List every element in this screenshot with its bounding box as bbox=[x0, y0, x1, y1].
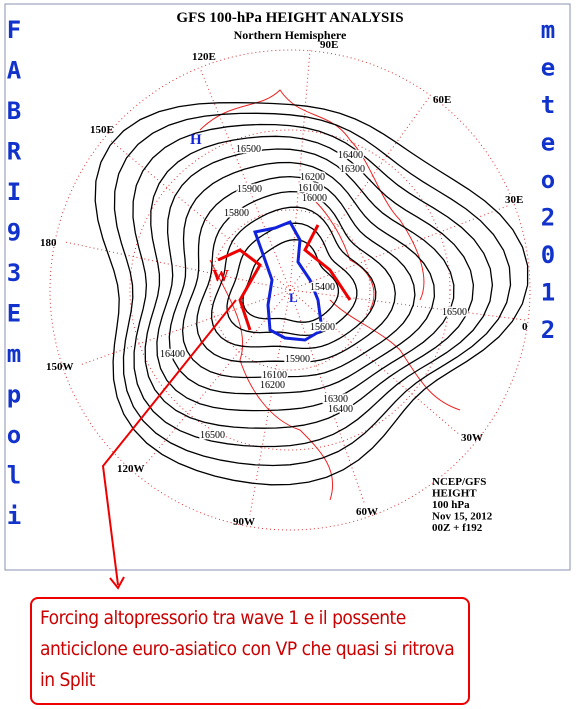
contour bbox=[156, 148, 455, 412]
longitude-label: 120E bbox=[192, 51, 216, 63]
longitude-label: 90E bbox=[320, 39, 338, 51]
contour-label: 16300 bbox=[323, 394, 348, 405]
side-letter: B bbox=[7, 97, 21, 125]
lat-circle bbox=[209, 209, 371, 371]
contour-label: 16200 bbox=[260, 380, 285, 391]
side-letter: 2 bbox=[541, 316, 555, 344]
side-letter: 3 bbox=[7, 259, 21, 287]
longitude-label: 150W bbox=[46, 361, 74, 373]
contour-label: 16400 bbox=[160, 349, 185, 360]
side-letter: e bbox=[541, 129, 555, 157]
wave-arrows bbox=[101, 224, 352, 590]
contour bbox=[144, 135, 475, 429]
side-letter: 2 bbox=[541, 204, 555, 232]
low-marker: L bbox=[289, 290, 298, 305]
contour-label: 15900 bbox=[237, 184, 262, 195]
contour-label: 16300 bbox=[340, 164, 365, 175]
side-letter: E bbox=[7, 300, 21, 328]
longitude-label: 30E bbox=[505, 194, 523, 206]
frame bbox=[4, 3, 571, 571]
wave-marker: W bbox=[212, 266, 229, 285]
side-letter: i bbox=[7, 502, 21, 530]
contour bbox=[226, 222, 358, 337]
contour-label: 16100 bbox=[298, 183, 323, 194]
polar-vortex bbox=[253, 220, 324, 342]
side-letter: R bbox=[7, 138, 22, 166]
longitude-label: 30W bbox=[461, 432, 483, 444]
annotation: Forcing altopressorio tra wave 1 e il po… bbox=[30, 597, 470, 705]
info-line: Nov 15, 2012 bbox=[432, 511, 493, 523]
contour bbox=[132, 123, 494, 448]
contour-label: 16500 bbox=[442, 307, 467, 318]
contour bbox=[168, 161, 436, 395]
side-letter: o bbox=[7, 421, 21, 449]
contour bbox=[196, 190, 396, 363]
side-letter: I bbox=[7, 178, 21, 206]
meridians bbox=[64, 49, 526, 516]
info-line: 00Z + f192 bbox=[432, 522, 483, 534]
contour-label: 16200 bbox=[300, 172, 325, 183]
contour bbox=[181, 175, 416, 379]
contour-label: 15400 bbox=[310, 282, 335, 293]
contour-label: 16500 bbox=[236, 144, 261, 155]
lat-circle bbox=[129, 129, 451, 451]
side-letter: l bbox=[7, 462, 21, 490]
contours bbox=[94, 102, 529, 486]
contour bbox=[94, 102, 529, 486]
side-letter: p bbox=[7, 381, 21, 409]
map: GFS 100-hPa HEIGHT ANALYSIS Northern Hem… bbox=[4, 3, 571, 590]
info-line: 100 hPa bbox=[432, 499, 470, 511]
contour-label: 15800 bbox=[224, 208, 249, 219]
side-letter: t bbox=[541, 91, 555, 119]
contour bbox=[113, 112, 512, 467]
contour-label: 15900 bbox=[285, 354, 310, 365]
contour-label: 16500 bbox=[200, 430, 225, 441]
outer-circle bbox=[49, 49, 531, 531]
contour-label: 16100 bbox=[262, 370, 287, 381]
info-line: NCEP/GFS bbox=[432, 476, 486, 488]
longitude-label: 60W bbox=[356, 506, 378, 518]
side-letter: e bbox=[541, 54, 555, 82]
side-letter: m bbox=[541, 16, 555, 44]
contour bbox=[242, 239, 340, 323]
longitude-label: 150E bbox=[90, 124, 114, 136]
info-line: HEIGHT bbox=[432, 488, 477, 500]
side-letter: 0 bbox=[541, 241, 555, 269]
longitude-label: 180 bbox=[40, 237, 57, 249]
contour bbox=[210, 206, 377, 350]
title: GFS 100-hPa HEIGHT ANALYSIS bbox=[176, 10, 403, 26]
side-letter: F bbox=[7, 16, 21, 44]
longitude-label: 60E bbox=[433, 94, 451, 106]
longitude-label: 120W bbox=[117, 463, 145, 475]
longitude-label: 0 bbox=[522, 321, 528, 333]
subtitle: Northern Hemisphere bbox=[234, 28, 347, 42]
high-marker: H bbox=[190, 132, 202, 148]
side-letter: 1 bbox=[541, 279, 555, 307]
side-letter: 9 bbox=[7, 219, 21, 247]
side-letter: m bbox=[7, 340, 21, 368]
contour-label: 15600 bbox=[310, 322, 335, 333]
longitude-label: 90W bbox=[233, 516, 255, 528]
contour-label: 16000 bbox=[302, 193, 327, 204]
side-letter: o bbox=[541, 166, 555, 194]
contour-label: 16400 bbox=[338, 150, 363, 161]
side-letter: A bbox=[7, 57, 22, 85]
contour-label: 16400 bbox=[328, 404, 353, 415]
